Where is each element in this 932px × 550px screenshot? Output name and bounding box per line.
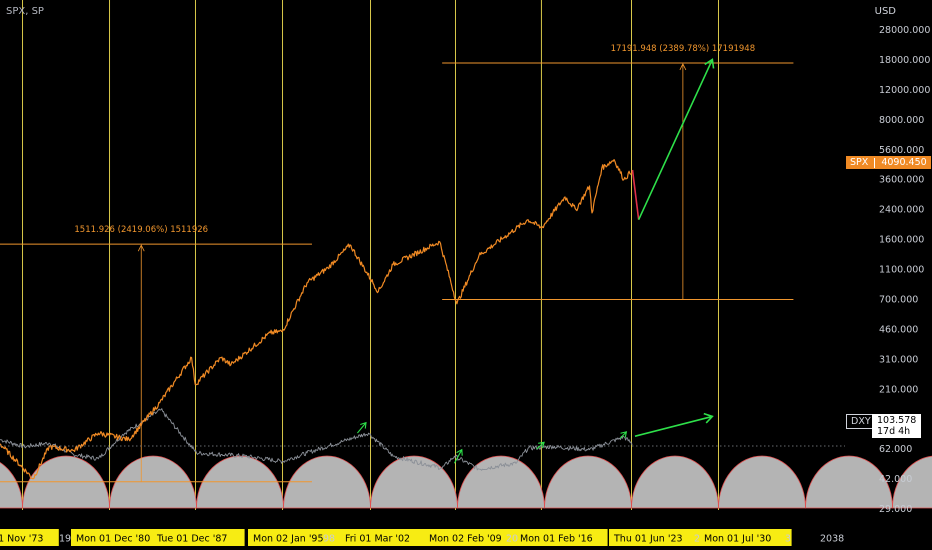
date-badge-label: Mon 02 Feb '09 — [429, 534, 502, 545]
measure-arrowhead — [137, 244, 145, 252]
date-badge — [152, 529, 245, 546]
projection-arrows — [356, 58, 715, 464]
projection-arrowhead — [703, 412, 714, 424]
date-badge — [0, 529, 59, 546]
cycle-arch — [544, 455, 632, 509]
cycle-arch — [0, 462, 23, 509]
projection-arrow — [634, 415, 713, 438]
y-tick-label: 1100.000 — [879, 265, 924, 276]
spx-badge-value: 4090.450 — [881, 157, 927, 168]
measure-label: 17191.948 (2389.78%) 17191948 — [611, 44, 756, 54]
cycle-arch — [631, 455, 719, 509]
y-tick-label: 18000.000 — [879, 55, 930, 66]
y-axis: 28000.000 18000.000 12000.000 8000.000 5600.… — [879, 25, 930, 515]
y-tick-label: 700.000 — [879, 294, 918, 305]
currency-label: USD — [874, 6, 896, 17]
y-tick-label: 28000.000 — [879, 25, 930, 36]
date-badge — [248, 529, 341, 546]
cycle-lines — [22, 0, 719, 510]
dxy-badge-countdown: 17d 4h — [877, 426, 911, 437]
measure-label: 1511.926 (2419.06%) 1511926 — [74, 225, 208, 235]
x-tick-label: 19 — [59, 534, 71, 545]
date-badge — [340, 529, 433, 546]
cycle-arch — [370, 455, 458, 509]
date-badge-label: Fri 01 Mar '02 — [345, 534, 410, 545]
date-badge — [424, 529, 517, 546]
x-tick-label: 2 — [694, 534, 700, 545]
date-badge — [609, 529, 702, 546]
x-tick-label: 98 — [323, 534, 335, 545]
projection-arrow — [637, 59, 714, 221]
y-tick-label: 5600.000 — [879, 145, 924, 156]
spx-badge-name: SPX — [850, 157, 869, 168]
spx-line — [0, 159, 634, 480]
y-tick-label: 62.000 — [879, 444, 912, 455]
y-tick-label: 3600.000 — [879, 175, 924, 186]
projection-arrow — [453, 449, 463, 464]
projection-arrowhead — [704, 58, 715, 69]
date-badge — [515, 529, 608, 546]
date-badge-label: Thu 01 Jun '23 — [613, 534, 683, 545]
x-tick-label: 20 — [506, 534, 518, 545]
series-lines — [0, 159, 845, 480]
date-badge-label: Mon 02 Jan '95 — [253, 534, 324, 545]
cycle-arch — [892, 455, 932, 509]
cycle-arch — [283, 455, 371, 509]
spx-price-badge: SPX 4090.450 — [846, 156, 931, 169]
y-tick-label: 12000.000 — [879, 85, 930, 96]
dxy-line — [0, 408, 633, 471]
y-tick-label: 210.000 — [879, 384, 918, 395]
cycle-arch — [718, 455, 806, 509]
y-tick-label: 1600.000 — [879, 235, 924, 246]
date-badge-label: Tue 01 Dec '87 — [156, 534, 227, 545]
projection-arrowhead — [360, 421, 367, 429]
measure-arrowhead — [679, 63, 687, 71]
projection-arrowhead — [620, 431, 628, 438]
dxy-value-box: 103.578 17d 4h — [872, 414, 922, 438]
cycle-arch — [805, 455, 893, 509]
x-tick-label: 3 — [785, 534, 791, 545]
date-badge-label: Mon 01 Feb '16 — [520, 534, 593, 545]
date-badge — [699, 529, 792, 546]
measure-tools: 1511.926 (2419.06%) 1511926 17191.948 (23… — [0, 44, 794, 483]
y-tick-label: 2400.000 — [879, 205, 924, 216]
y-tick-label: 42.000 — [879, 474, 912, 485]
y-tick-label: 310.000 — [879, 354, 918, 365]
dxy-badge-name: DXY — [851, 416, 871, 427]
projection-arrow — [356, 422, 367, 434]
projection-arrowhead — [456, 448, 463, 456]
symbol-title: SPX, SP — [6, 6, 44, 17]
date-badge-label: n 01 Nov '73 — [0, 534, 43, 545]
y-tick-label: 8000.000 — [879, 115, 924, 126]
date-badge-label: Mon 01 Dec '80 — [76, 534, 150, 545]
y-tick-label: 29.000 — [879, 504, 912, 515]
x-axis: n 01 Nov '73 Mon 01 Dec '80 Tue 01 Dec '87… — [0, 529, 844, 546]
decline-line — [631, 169, 640, 220]
projection-arrow — [619, 431, 627, 439]
date-badge-label: Mon 01 Jul '30 — [704, 534, 771, 545]
projection-arrow — [536, 441, 545, 450]
date-badge — [71, 529, 164, 546]
projection-arrowhead — [538, 441, 545, 449]
dxy-badge-value: 103.578 — [877, 415, 917, 426]
y-tick-label: 460.000 — [879, 324, 918, 335]
x-tick-label: 2038 — [820, 534, 844, 545]
